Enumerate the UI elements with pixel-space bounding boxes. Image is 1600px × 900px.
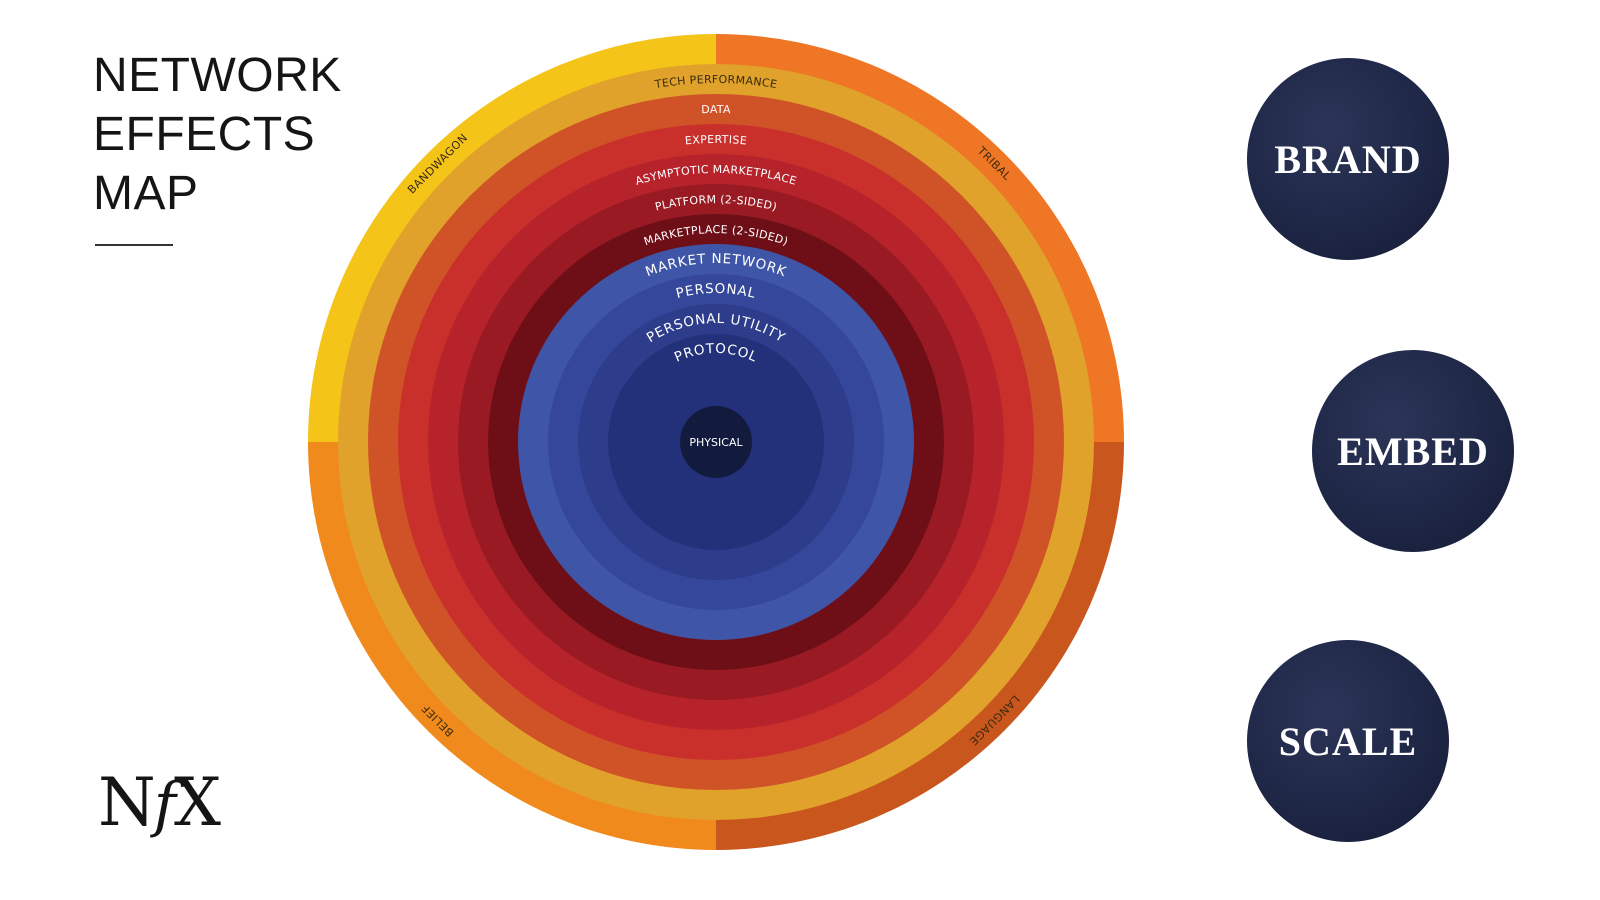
embed-circle[interactable]: EMBED (1312, 350, 1514, 552)
nfx-logo: NfX (98, 764, 221, 841)
brand-circle[interactable]: BRAND (1247, 58, 1449, 260)
embed-label: EMBED (1337, 428, 1489, 474)
core-label: PHYSICAL (689, 436, 743, 449)
ring-label-expertise: EXPERTISE (684, 133, 747, 148)
ring-label-personal: PERSONAL (674, 281, 757, 302)
title-line-1: NETWORK (93, 49, 342, 102)
core-physical (680, 406, 752, 478)
page-title: NETWORK EFFECTS MAP (93, 46, 342, 223)
title-line-3: MAP (93, 167, 199, 220)
title-underline (95, 244, 173, 246)
scale-circle[interactable]: SCALE (1247, 640, 1449, 842)
scale-label: SCALE (1278, 718, 1418, 764)
ring-label-data: DATA (701, 103, 731, 116)
ring-label-tech-performance: TECH PERFORMANCE (653, 73, 778, 91)
brand-label: BRAND (1274, 136, 1422, 182)
title-line-2: EFFECTS (93, 108, 316, 161)
